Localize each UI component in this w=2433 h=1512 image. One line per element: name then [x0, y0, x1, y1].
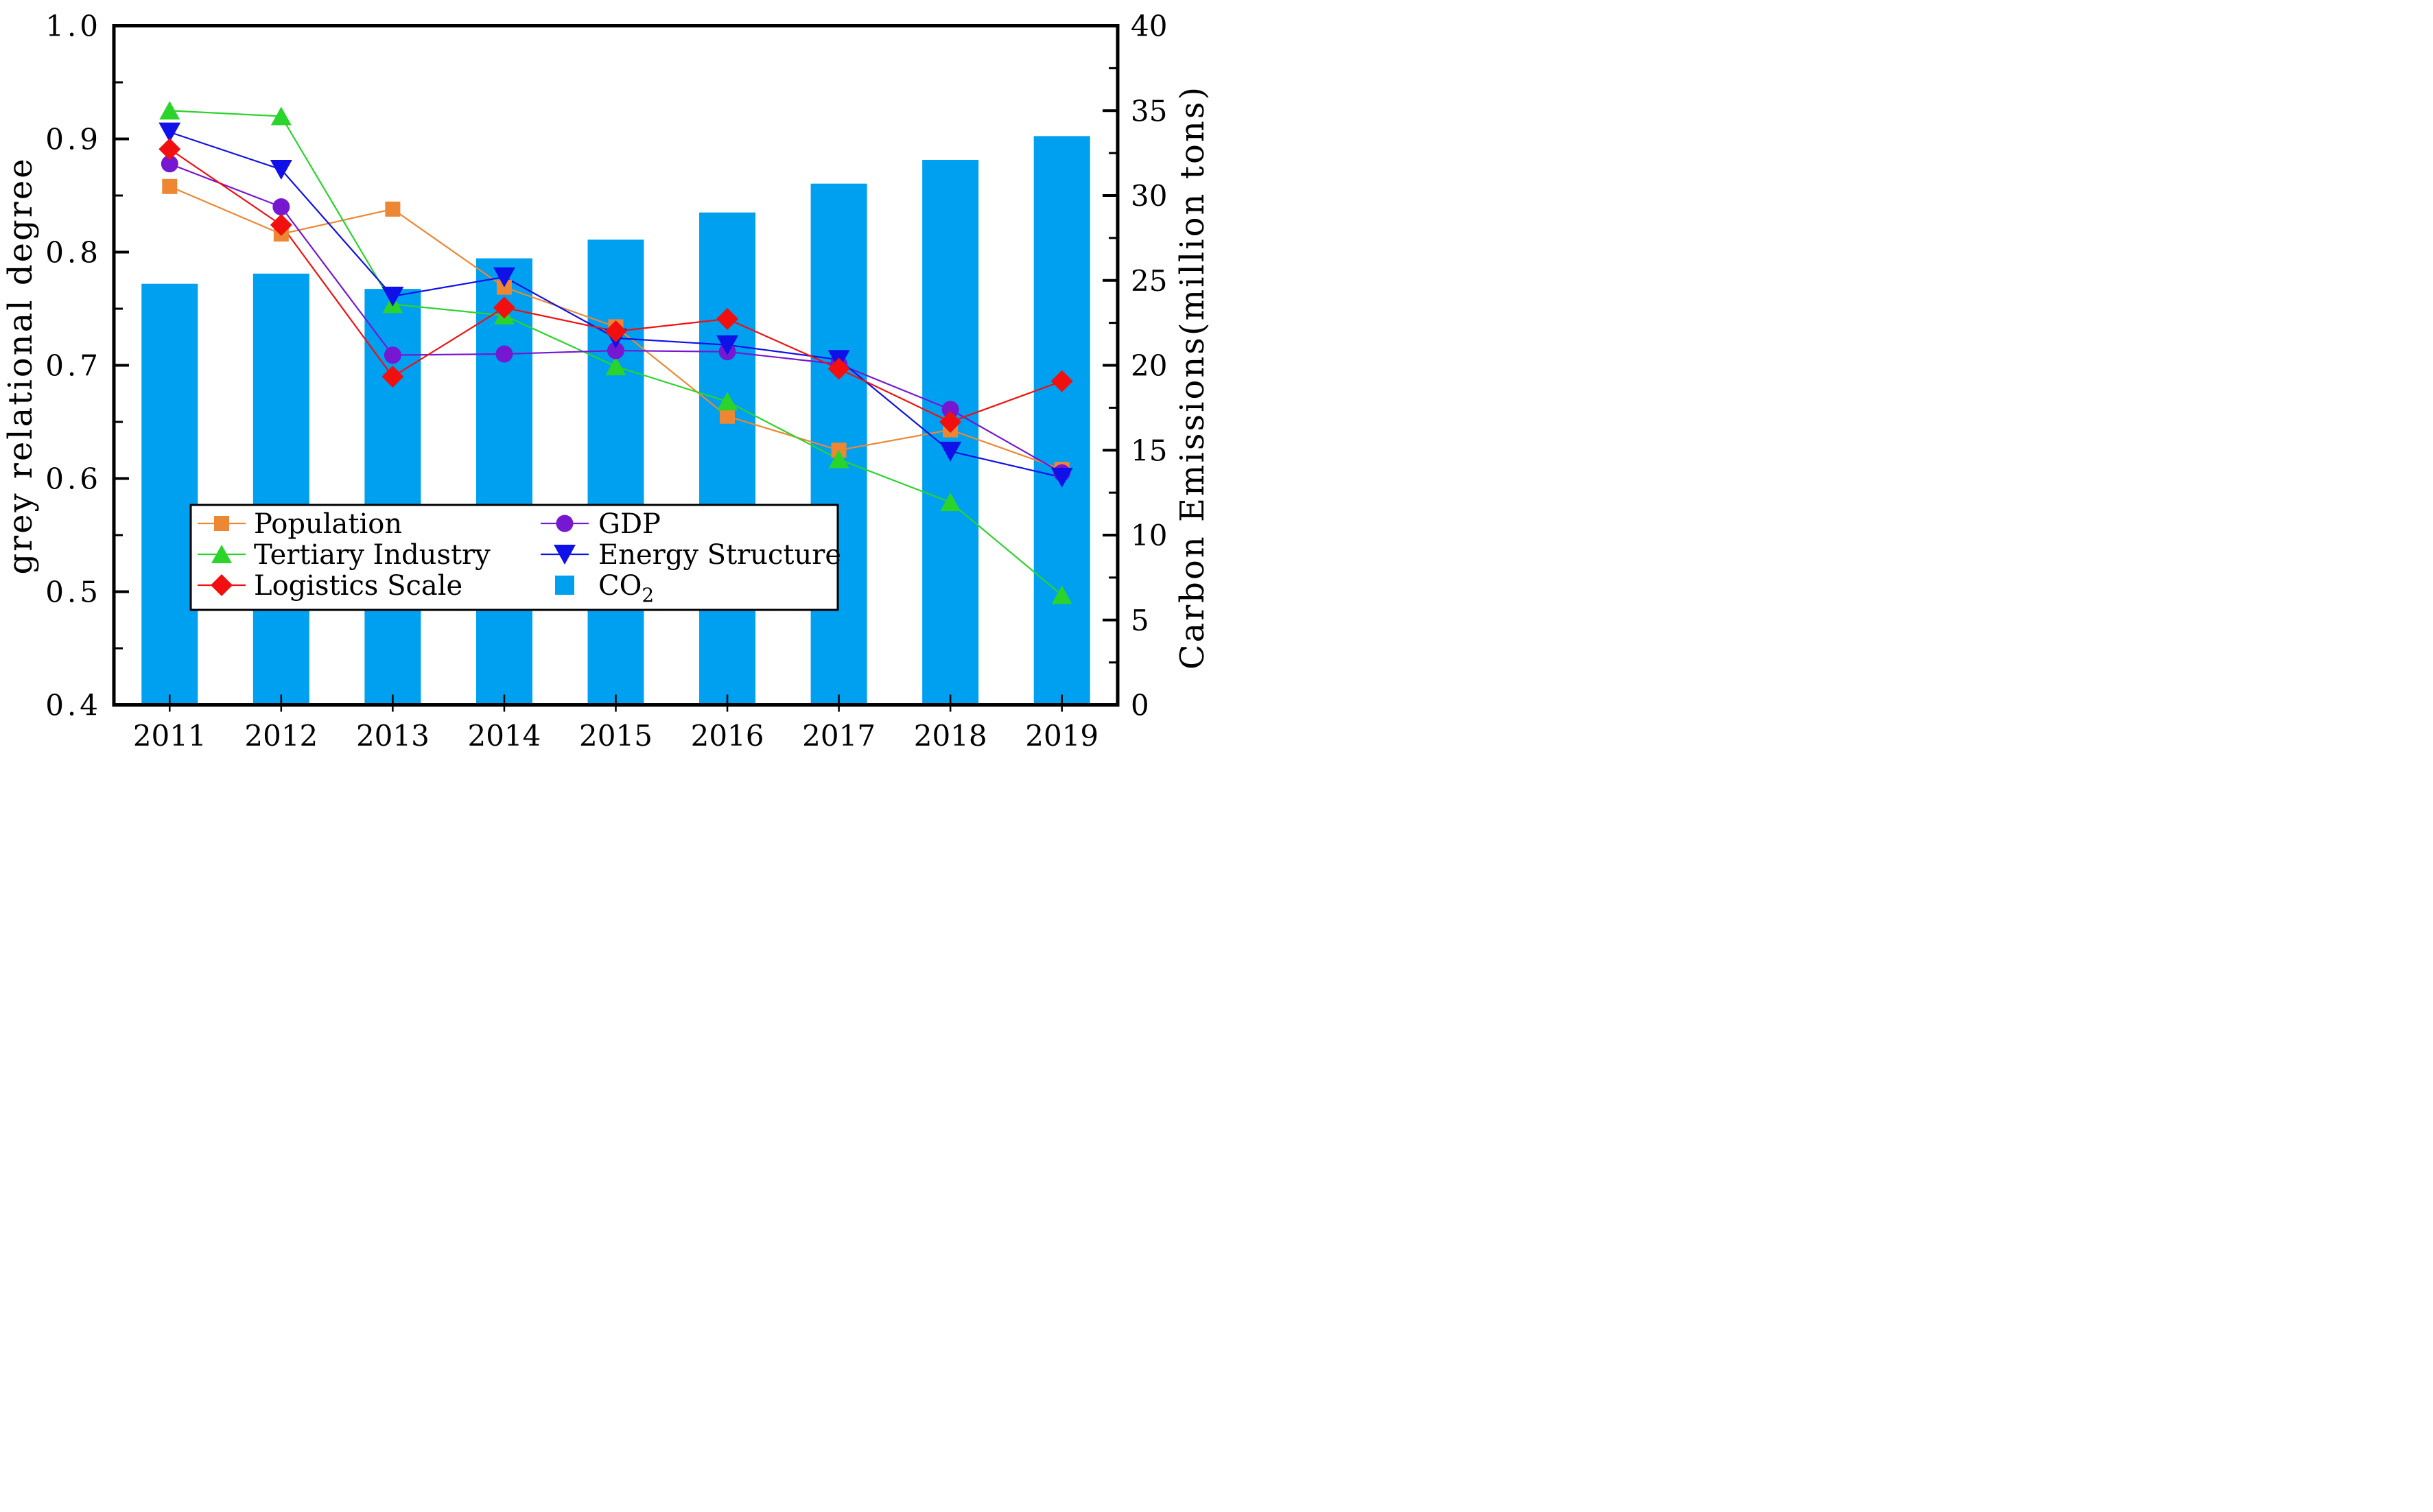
- left-tick-label: 1.0: [45, 10, 102, 43]
- legend-marker-diamond: [211, 574, 233, 596]
- co2-bar-2011: [141, 283, 198, 705]
- x-tick-label-2017: 2017: [802, 719, 875, 753]
- marker-energy-structure-2011: [158, 122, 181, 143]
- marker-tertiary-industry-2019: [1051, 585, 1072, 604]
- co2-bar-2015: [587, 239, 644, 705]
- marker-logistics-scale-2017: [827, 357, 850, 380]
- marker-tertiary-industry-2011: [159, 101, 180, 120]
- axis-ticks: [114, 24, 1118, 712]
- co2-bar-2019: [1033, 136, 1090, 705]
- x-tick-label-2012: 2012: [244, 719, 318, 753]
- dual-axis-bar-line-chart: 0.4 0.5 0.6 0.7 0.8 0.9 1.0 0 5 10 15 20 25 30 35 40 201…: [45, 10, 1167, 753]
- x-tick-label-2018: 2018: [914, 719, 987, 753]
- legend-label: Logistics Scale: [254, 570, 462, 602]
- legend-box: [189, 504, 839, 611]
- co2-bars: [141, 136, 1090, 705]
- x-tick-label-2011: 2011: [133, 719, 207, 753]
- marker-energy-structure-2018: [939, 441, 962, 462]
- marker-logistics-scale-2011: [158, 138, 181, 161]
- right-tick-label: 30: [1131, 179, 1167, 213]
- right-axis-title: Carbon Emissions(million tons): [1173, 84, 1212, 670]
- right-tick-label: 40: [1131, 10, 1167, 43]
- left-tick-label: 0.4: [45, 689, 102, 722]
- co2-bar-2012: [252, 273, 309, 705]
- marker-gdp-2015: [607, 342, 624, 359]
- marker-gdp-2013: [384, 346, 401, 364]
- left-axis-title: grey relational degree: [1, 156, 40, 575]
- left-tick-label: 0.5: [45, 576, 102, 609]
- legend-entry-tertiary-industry: Tertiary Industry: [198, 539, 491, 571]
- legend-entry-population: Population: [198, 508, 402, 540]
- marker-tertiary-industry-2017: [828, 449, 849, 469]
- legend-marker-triangle-down: [554, 545, 576, 565]
- left-tick-label: 0.8: [45, 236, 102, 270]
- legend-entry-logistics-scale: Logistics Scale: [198, 570, 462, 602]
- marker-tertiary-industry-2012: [270, 106, 292, 126]
- marker-logistics-scale-2013: [381, 366, 404, 388]
- x-tick-label-2015: 2015: [579, 719, 653, 753]
- figure: 0.4 0.5 0.6 0.7 0.8 0.9 1.0 0 5 10 15 20 25 30 35 40 201…: [0, 0, 1216, 756]
- legend-entry-co: CO2: [555, 570, 654, 606]
- legend-label: Population: [254, 508, 402, 540]
- marker-logistics-scale-2018: [939, 411, 962, 433]
- x-tick-label-2016: 2016: [691, 719, 764, 753]
- legend-marker-patch: [555, 576, 574, 595]
- right-tick-label: 5: [1131, 604, 1149, 637]
- marker-tertiary-industry-2015: [605, 357, 626, 376]
- x-tick-label-2013: 2013: [356, 719, 430, 753]
- marker-tertiary-industry-2016: [717, 392, 738, 411]
- co2-bar-2014: [475, 258, 532, 705]
- marker-gdp-2012: [272, 198, 290, 215]
- right-tick-label: 15: [1131, 434, 1167, 467]
- marker-energy-structure-2019: [1050, 467, 1073, 488]
- x-tick-label-2014: 2014: [467, 719, 541, 753]
- legend-entry-gdp: GDP: [541, 508, 661, 540]
- legend-marker-triangle-up: [211, 545, 232, 563]
- right-tick-label: 20: [1131, 349, 1167, 383]
- marker-logistics-scale-2014: [493, 296, 515, 319]
- marker-gdp-2018: [941, 401, 959, 418]
- legend-label: CO2: [598, 570, 654, 606]
- legend-label: GDP: [598, 508, 661, 540]
- marker-energy-structure-2014: [493, 267, 515, 287]
- right-tick-label: 35: [1131, 94, 1167, 128]
- marker-logistics-scale-2019: [1050, 370, 1073, 392]
- marker-population-2011: [162, 178, 178, 194]
- marker-gdp-2011: [161, 155, 178, 173]
- marker-energy-structure-2012: [270, 160, 292, 180]
- left-tick-label: 0.6: [45, 462, 102, 496]
- right-tick-label: 10: [1131, 519, 1167, 552]
- co2-bar-2016: [699, 212, 756, 705]
- right-tick-label: 0: [1131, 689, 1149, 722]
- marker-population-2016: [720, 408, 736, 424]
- legend-marker-square: [214, 516, 229, 531]
- series-markers: [158, 101, 1073, 604]
- marker-logistics-scale-2016: [716, 307, 739, 330]
- legend-entry-energy-structure: Energy Structure: [541, 539, 841, 571]
- marker-energy-structure-2013: [381, 286, 404, 307]
- left-tick-label: 0.7: [45, 349, 102, 383]
- right-tick-label: 25: [1131, 264, 1167, 298]
- marker-logistics-scale-2012: [270, 213, 292, 236]
- marker-logistics-scale-2015: [604, 320, 627, 342]
- legend-marker-circle: [556, 515, 574, 532]
- marker-gdp-2014: [495, 345, 513, 363]
- marker-tertiary-industry-2018: [940, 493, 961, 512]
- marker-energy-structure-2016: [716, 335, 739, 355]
- marker-population-2013: [385, 201, 401, 217]
- left-tick-label: 0.9: [45, 123, 102, 156]
- legend-label: Energy Structure: [598, 539, 841, 571]
- x-tick-label-2019: 2019: [1025, 719, 1098, 753]
- legend-label: Tertiary Industry: [254, 539, 491, 571]
